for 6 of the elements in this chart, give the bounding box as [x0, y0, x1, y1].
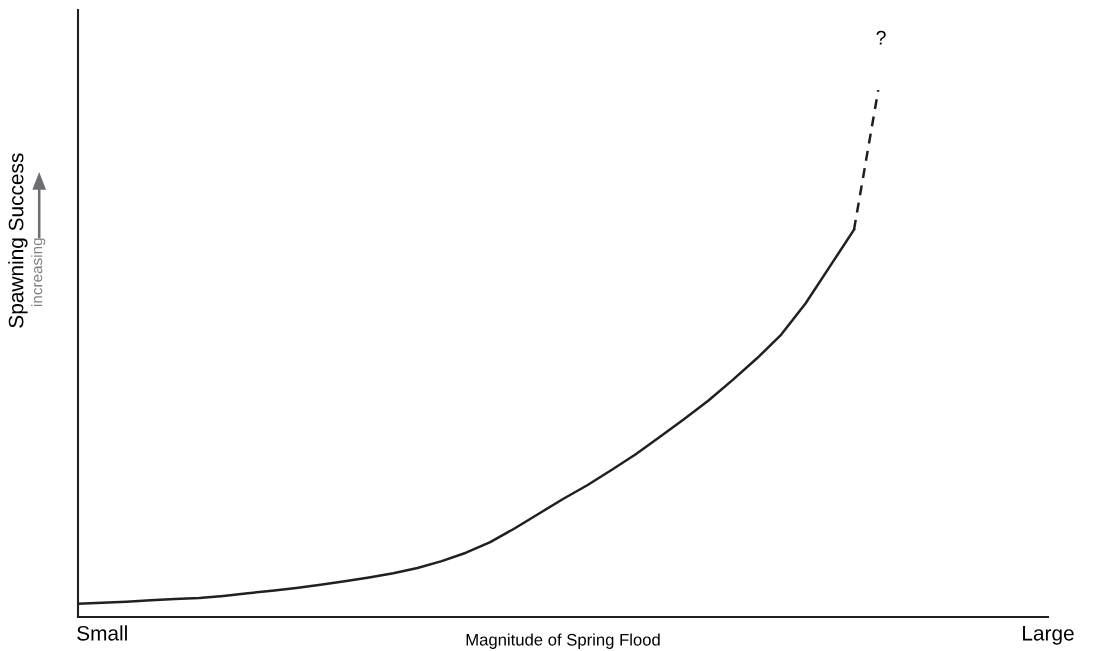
x-tick-label: Small	[77, 625, 127, 641]
y-axis-title: Spawning Success	[8, 153, 28, 328]
x-tick-label: Large	[1023, 626, 1074, 645]
text: ?	[876, 30, 886, 45]
text: increasing	[31, 238, 46, 307]
x-axis-title: Magnitude of Spring Flood	[466, 633, 660, 649]
